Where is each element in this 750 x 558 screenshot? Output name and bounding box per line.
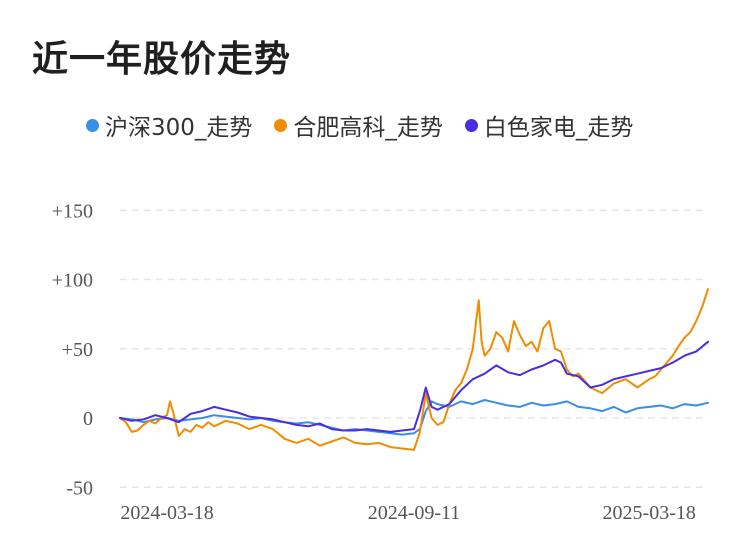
legend-item-hs300[interactable]: 沪深300_走势: [86, 108, 252, 142]
y-tick-label: 0: [83, 408, 93, 430]
legend-label-hefei: 合肥高科_走势: [293, 115, 443, 141]
x-tick-label: 2024-09-11: [368, 502, 461, 524]
legend-label-appliance: 白色家电_走势: [483, 115, 634, 141]
x-tick-label: 2024-03-18: [120, 502, 213, 524]
x-tick-label: 2025-03-18: [603, 502, 696, 524]
legend-label-hs300: 沪深300_走势: [105, 115, 253, 141]
y-tick-label: -50: [66, 477, 93, 499]
page-title: 近一年股价走势: [32, 39, 292, 80]
legend-item-appliance[interactable]: 白色家电_走势: [464, 108, 634, 142]
legend-dot-hefei: [274, 118, 288, 132]
series-line-2: [119, 340, 709, 433]
y-tick-label: +50: [62, 339, 93, 361]
y-tick-label: +150: [52, 200, 93, 222]
legend-dot-hs300: [86, 118, 99, 132]
chart-legend: 沪深300_走势 合肥高科_走势 白色家电_走势: [86, 108, 655, 142]
y-tick-label: +100: [52, 270, 93, 292]
legend-item-hefei[interactable]: 合肥高科_走势: [274, 108, 443, 142]
series-line-1: [119, 288, 709, 451]
legend-dot-appliance: [464, 118, 478, 132]
